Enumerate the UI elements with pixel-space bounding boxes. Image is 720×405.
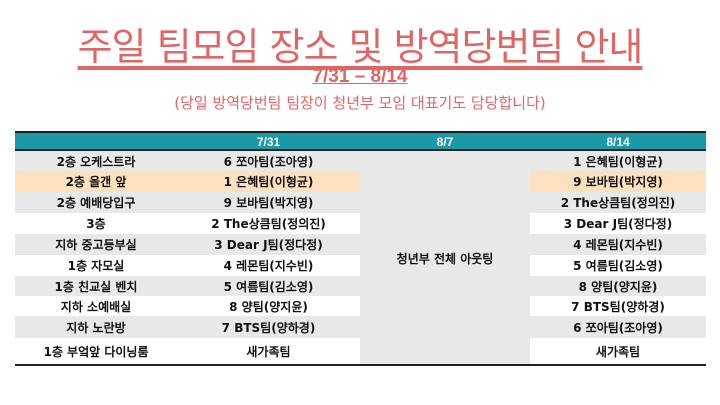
cell-place: 1층 부엌앞 다이닝룸 bbox=[15, 338, 177, 365]
cell-place: 1층 친교실 벤치 bbox=[15, 276, 177, 296]
header-place bbox=[15, 133, 177, 151]
cell-8-14: 6 쪼아팀(조아영) bbox=[530, 316, 706, 338]
cell-8-14: 1 은혜팀(이형균) bbox=[530, 151, 706, 171]
cell-7-31: 새가족팀 bbox=[177, 338, 360, 365]
cell-8-14: 8 양팀(양지윤) bbox=[530, 276, 706, 296]
table-header: 7/31 8/7 8/14 bbox=[15, 131, 706, 151]
page-title: 주일 팀모임 장소 및 방역당번팀 안내 bbox=[77, 25, 644, 69]
cell-7-31: 5 여름팀(김소영) bbox=[177, 276, 360, 296]
cell-7-31: 6 쪼아팀(조아영) bbox=[177, 151, 360, 171]
cell-8-14: 4 레몬팀(지수빈) bbox=[530, 234, 706, 255]
header-7-31: 7/31 bbox=[256, 135, 281, 149]
cell-8-14: 5 여름팀(김소영) bbox=[530, 255, 706, 276]
cell-place: 2층 올갠 앞 bbox=[15, 171, 177, 192]
cell-8-14: 9 보바팀(박지영) bbox=[530, 171, 706, 192]
cell-7-31: 2 The상큼팀(정의진) bbox=[177, 213, 360, 234]
cell-place: 1층 자모실 bbox=[15, 255, 177, 276]
cell-place: 지하 노란방 bbox=[15, 316, 177, 338]
cell-7-31: 9 보바팀(박지영) bbox=[177, 192, 360, 213]
cell-7-31: 4 레몬팀(지수빈) bbox=[177, 255, 360, 276]
table-row: 1층 친교실 벤치 5 여름팀(김소영) 8 양팀(양지윤) bbox=[15, 276, 706, 296]
cell-place: 2층 예배당입구 bbox=[15, 192, 177, 213]
cell-8-14: 2 The상큼팀(정의진) bbox=[530, 192, 706, 213]
cell-7-31: 7 BTS팀(양하경) bbox=[177, 316, 360, 338]
cell-place: 2층 오케스트라 bbox=[15, 151, 177, 171]
table-bottom-border bbox=[15, 364, 706, 366]
header-8-7: 8/7 bbox=[436, 135, 454, 149]
header-8-14: 8/14 bbox=[606, 135, 630, 149]
cell-8-14: 3 Dear J팀(정다정) bbox=[530, 213, 706, 234]
table-row: 2층 예배당입구 9 보바팀(박지영) 2 The상큼팀(정의진) bbox=[15, 192, 706, 213]
table-row: 1층 자모실 4 레몬팀(지수빈) 5 여름팀(김소영) bbox=[15, 255, 706, 276]
schedule-table: 7/31 8/7 8/14 2층 오케스트라 6 쪼아팀(조아영) 1 은혜팀(이형… bbox=[15, 131, 706, 366]
cell-7-31: 3 Dear J팀(정다정) bbox=[177, 234, 360, 255]
table-row: 2층 오케스트라 6 쪼아팀(조아영) 1 은혜팀(이형균) bbox=[15, 151, 706, 171]
cell-place: 3층 bbox=[15, 213, 177, 234]
cell-8-14: 7 BTS팀(양하경) bbox=[530, 296, 706, 316]
cell-7-31: 8 양팀(양지윤) bbox=[177, 296, 360, 316]
table-row: 지하 소예배실 8 양팀(양지윤) 7 BTS팀(양하경) bbox=[15, 296, 706, 316]
date-range: 7/31 – 8/14 bbox=[312, 66, 408, 87]
table-row: 지하 노란방 7 BTS팀(양하경) 6 쪼아팀(조아영) bbox=[15, 316, 706, 338]
table-row: 지하 중고등부실 3 Dear J팀(정다정) 4 레몬팀(지수빈) bbox=[15, 234, 706, 255]
cell-place: 지하 소예배실 bbox=[15, 296, 177, 316]
cell-7-31: 1 은혜팀(이형균) bbox=[177, 171, 360, 192]
cell-8-14: 새가족팀 bbox=[530, 338, 706, 365]
merged-8-7-cell: 청년부 전체 아웃팅 bbox=[360, 151, 530, 365]
table-row: 3층 2 The상큼팀(정의진) 3 Dear J팀(정다정) bbox=[15, 213, 706, 234]
note: (당일 방역당번팀 팀장이 청년부 모임 대표기도 담당합니다) bbox=[174, 94, 546, 112]
table-row: 1층 부엌앞 다이닝룸 새가족팀 새가족팀 bbox=[15, 338, 706, 365]
cell-place: 지하 중고등부실 bbox=[15, 234, 177, 255]
